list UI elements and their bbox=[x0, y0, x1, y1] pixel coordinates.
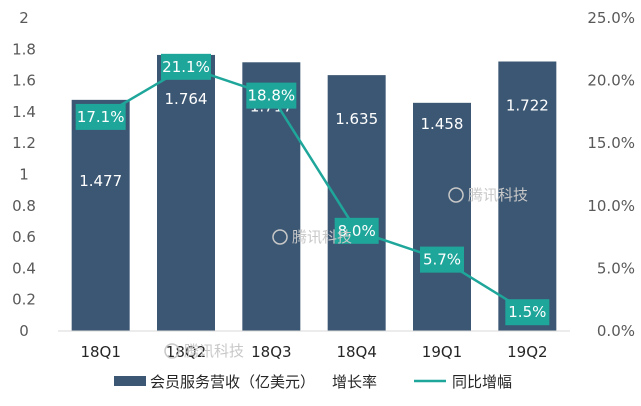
growth-label-18q3: 18.8% bbox=[248, 87, 296, 105]
x-axis-tick-label-18q1: 18Q1 bbox=[80, 343, 120, 361]
right-axis-tick-label: 0.0% bbox=[597, 322, 635, 340]
right-axis-tick-label: 10.0% bbox=[587, 197, 635, 215]
left-axis-tick-label: 1.4 bbox=[12, 103, 36, 121]
left-axis-tick-label: 0.8 bbox=[12, 197, 36, 215]
growth-label-18q1: 17.1% bbox=[77, 108, 125, 126]
right-axis-tick-label: 25.0% bbox=[587, 9, 635, 27]
growth-label-box-18q1 bbox=[75, 103, 126, 130]
left-axis-tick-label: 0.2 bbox=[12, 291, 36, 309]
watermark-logo-icon bbox=[272, 229, 288, 245]
left-axis-tick-label: 0.4 bbox=[12, 259, 36, 277]
x-axis-tick-label-18q3: 18Q3 bbox=[251, 343, 291, 361]
bar-19q1 bbox=[413, 102, 471, 331]
growth-label-box-18q2 bbox=[161, 53, 211, 80]
watermark-3: 腾讯科技 bbox=[448, 186, 528, 204]
left-axis-tick-label: 2 bbox=[19, 9, 29, 27]
watermark-logo-icon bbox=[164, 343, 180, 359]
bar-18q4 bbox=[327, 75, 386, 331]
growth-label-box-18q3 bbox=[246, 82, 297, 109]
growth-label-19q1: 5.7% bbox=[423, 251, 461, 269]
bar-value-label-19q2: 1.722 bbox=[506, 97, 549, 115]
x-axis-tick-label-18q4: 18Q4 bbox=[336, 343, 376, 361]
growth-label-box-18q4 bbox=[334, 217, 379, 244]
left-axis-tick-label: 0 bbox=[19, 322, 29, 340]
left-axis: 0 0.2 0.4 0.6 0.8 1 1.2 1.4 1.6 1.8 2 bbox=[12, 9, 36, 340]
bar-value-label-18q2: 1.764 bbox=[165, 90, 208, 108]
watermark-text: 腾讯科技 bbox=[292, 228, 352, 246]
bar-19q2 bbox=[498, 61, 557, 332]
left-axis-tick-label: 1.2 bbox=[12, 134, 36, 152]
watermark-1: 腾讯科技 bbox=[164, 342, 244, 360]
right-axis-tick-label: 5.0% bbox=[597, 259, 635, 277]
watermark-logo-icon bbox=[448, 187, 464, 203]
bar-18q1 bbox=[71, 99, 130, 331]
right-axis-tick-label: 15.0% bbox=[587, 134, 635, 152]
growth-label-18q2: 21.1% bbox=[162, 58, 210, 76]
x-axis-tick-label-19q1: 19Q1 bbox=[422, 343, 462, 361]
bar-value-label-19q1: 1.458 bbox=[421, 115, 464, 133]
left-axis-tick-label: 0.6 bbox=[12, 228, 36, 246]
growth-label-18q4: 8.0% bbox=[338, 222, 376, 240]
growth-label-19q2: 1.5% bbox=[508, 303, 546, 321]
watermark-2: 腾讯科技 bbox=[272, 228, 352, 246]
left-axis-tick-label: 1 bbox=[19, 166, 29, 184]
legend-bar-label-2: 增长率 bbox=[332, 373, 377, 391]
x-axis-tick-label-19q2: 19Q2 bbox=[507, 343, 547, 361]
right-axis: 0.0% 5.0% 10.0% 15.0% 20.0% 25.0% bbox=[587, 9, 635, 340]
legend-bar-swatch bbox=[114, 376, 146, 386]
legend-bar-label: 会员服务营收（亿美元） bbox=[150, 373, 315, 391]
watermark-text: 腾讯科技 bbox=[184, 342, 244, 360]
growth-label-box-19q1 bbox=[420, 246, 464, 273]
left-axis-tick-label: 1.6 bbox=[12, 72, 36, 90]
legend-line-label: 同比增幅 bbox=[452, 373, 512, 391]
bar-value-label-18q1: 1.477 bbox=[79, 172, 122, 190]
x-axis: 18Q1 18Q2 18Q3 18Q4 19Q1 19Q2 bbox=[58, 330, 570, 361]
bar-value-label-18q4: 1.635 bbox=[335, 110, 378, 128]
bar-18q2 bbox=[157, 54, 215, 332]
left-axis-tick-label: 1.8 bbox=[12, 40, 36, 58]
legend: 会员服务营收（亿美元） 增长率 同比增幅 bbox=[114, 373, 512, 391]
growth-line-series: 17.1% 21.1% 18.8% 8.0% 5.7% 1.5% bbox=[75, 53, 550, 326]
growth-label-box-19q2 bbox=[505, 299, 550, 326]
watermark-text: 腾讯科技 bbox=[468, 186, 528, 204]
right-axis-tick-label: 20.0% bbox=[587, 72, 635, 90]
